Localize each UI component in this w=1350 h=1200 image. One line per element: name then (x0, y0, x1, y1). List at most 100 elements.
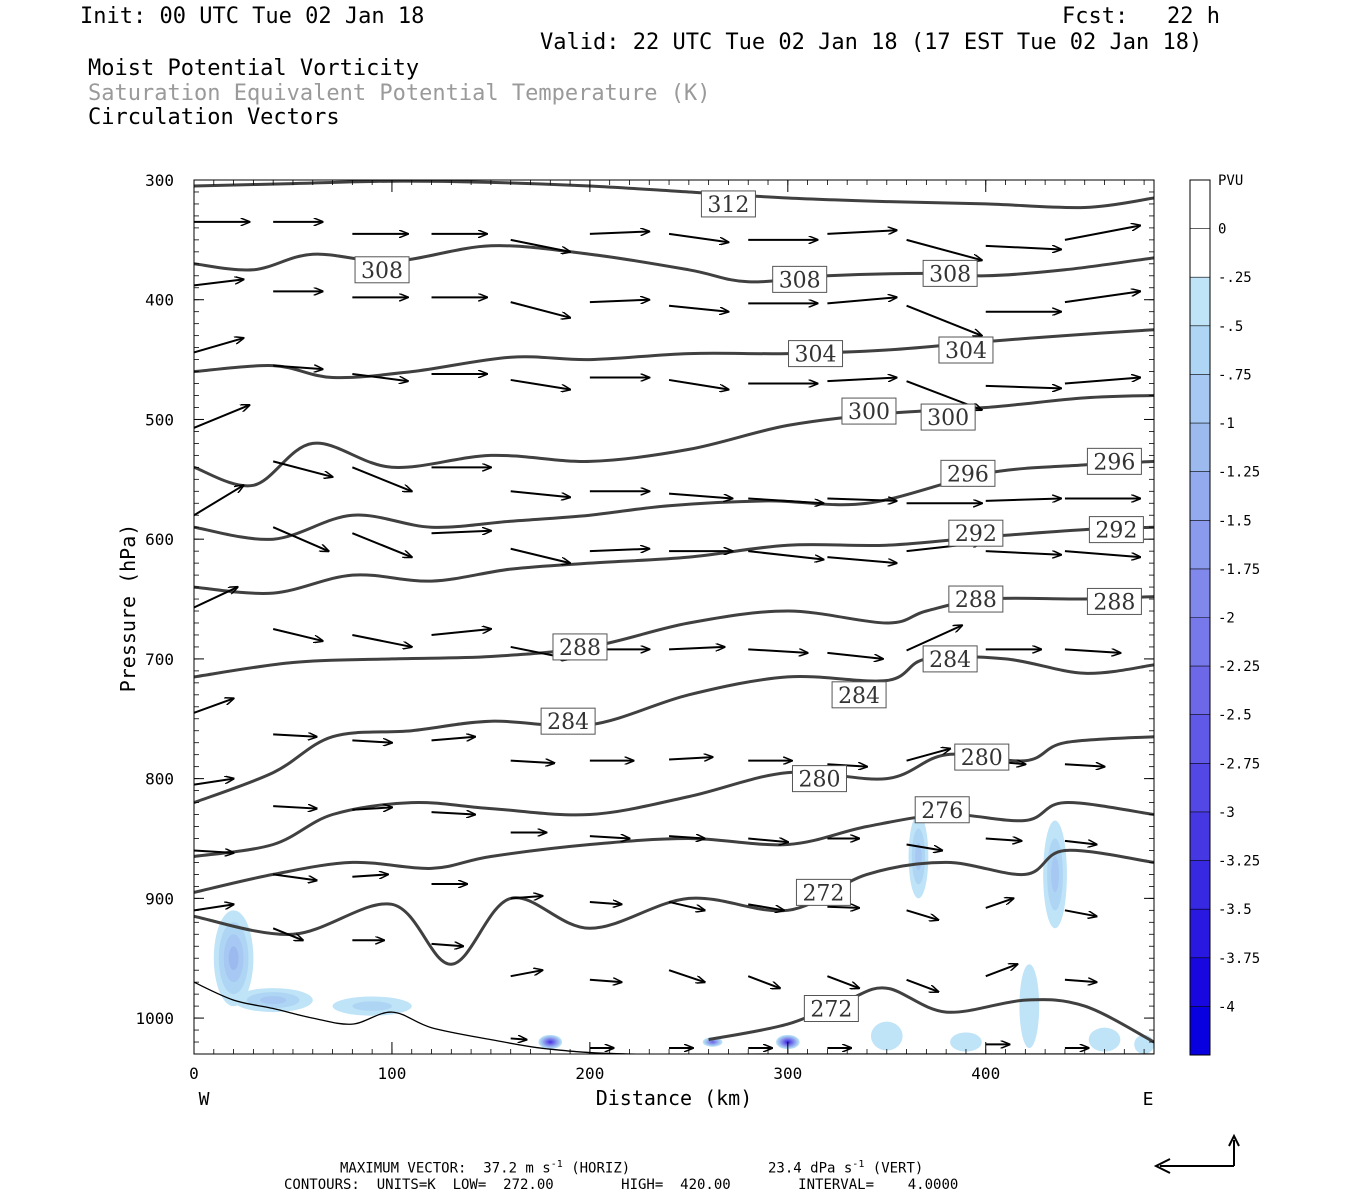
colorbar-label: -3.5 (1218, 902, 1252, 918)
svg-text:288: 288 (1093, 590, 1135, 615)
colorbar-label: 0 (1218, 222, 1226, 238)
colorbar-label: -2.75 (1218, 756, 1260, 772)
contour-label: 304 (788, 340, 844, 368)
circulation-vector (985, 550, 1061, 555)
colorbar-swatch (1190, 666, 1210, 715)
circulation-vector (510, 301, 570, 318)
circulation-vector (985, 498, 1061, 500)
y-tick-label: 900 (145, 889, 174, 908)
circulation-vector (510, 1038, 527, 1039)
theta-contour-line (194, 244, 1154, 284)
circulation-vector (194, 850, 234, 852)
colorbar-swatch (1190, 568, 1210, 618)
circulation-vector (273, 873, 317, 880)
pv-blob (711, 1041, 714, 1043)
circulation-vector (985, 898, 1014, 909)
circulation-vector (906, 238, 982, 260)
circulation-vector (510, 761, 555, 763)
field-title-vectors: Circulation Vectors (88, 105, 340, 130)
theta-contour-line (194, 328, 1154, 380)
theta-contour-line (194, 595, 1154, 679)
circulation-vector (351, 466, 411, 491)
contour-label: 288 (552, 633, 608, 661)
svg-text:300: 300 (848, 400, 890, 425)
circulation-vector (668, 836, 705, 838)
pv-blob (1019, 964, 1040, 1049)
circulation-vector (1064, 378, 1140, 385)
contour-label: 296 (940, 459, 996, 487)
svg-text:288: 288 (559, 636, 601, 661)
y-tick-label: 500 (145, 410, 174, 429)
circulation-vector (747, 975, 780, 988)
contour-label: 284 (831, 681, 887, 709)
circulation-vector (272, 526, 328, 551)
axes: 300 400 500 600 700 800 900 1000 0 100 200 300 400 (135, 171, 1154, 1083)
colorbar-label: -3.25 (1218, 854, 1260, 870)
x-axis-west-label: W (199, 1089, 210, 1110)
plot-frame (193, 179, 1155, 1055)
circulation-vector (985, 244, 1061, 250)
contour-label: 296 (1086, 447, 1142, 475)
circulation-vector (1064, 291, 1140, 304)
circulation-vector (194, 405, 249, 429)
svg-text:276: 276 (921, 799, 963, 824)
colorbar-swatch (1190, 228, 1210, 278)
colorbar-swatch (1190, 277, 1210, 326)
circulation-vector (827, 764, 867, 766)
y-tick-label: 600 (145, 530, 174, 549)
circulation-vector (1064, 550, 1140, 557)
theta-contour-line (708, 986, 1154, 1044)
valid-time: Valid: 22 UTC Tue 02 Jan 18 (17 EST Tue … (540, 30, 1203, 55)
colorbar-swatch (1190, 471, 1210, 521)
colorbar-swatch (1190, 374, 1210, 424)
circulation-vector (827, 975, 859, 988)
circulation-vector (668, 900, 705, 910)
circulation-vector (273, 734, 317, 736)
pv-blob (259, 996, 287, 1005)
circulation-vector (668, 378, 728, 390)
svg-text:308: 308 (929, 262, 971, 287)
circulation-vector (510, 896, 543, 898)
x-tick-label: 400 (971, 1064, 1000, 1083)
circulation-vector (589, 231, 649, 233)
circulation-vector (827, 230, 896, 235)
circulation-vector (273, 366, 322, 370)
svg-text:272: 272 (802, 881, 844, 906)
x-axis-east-label: E (1143, 1089, 1154, 1110)
colorbar-unit: PVU (1218, 173, 1243, 189)
field-title-mpv: Moist Potential Vorticity (88, 56, 420, 81)
circulation-vector (748, 550, 823, 559)
circulation-vector (352, 633, 411, 647)
colorbar-swatch (1190, 325, 1210, 375)
circulation-vector (194, 279, 243, 287)
circulation-vector (431, 812, 476, 814)
circulation-vector (668, 969, 705, 982)
y-tick-label: 300 (145, 171, 174, 190)
colorbar-label: -3.75 (1218, 951, 1260, 967)
circulation-vector (748, 838, 788, 842)
colorbar-label: -4 (1218, 999, 1235, 1015)
contour-label: 288 (948, 585, 1004, 613)
pv-blob (950, 1032, 982, 1052)
circulation-vector (1064, 980, 1097, 982)
colorbar-swatch (1190, 957, 1210, 1007)
max-vector-note: MAXIMUM VECTOR: 37.2 m s-1 (HORIZ) (340, 1159, 631, 1177)
circulation-vector (273, 806, 317, 808)
reference-vector-icon (1153, 1133, 1240, 1174)
colorbar-label: -.25 (1218, 270, 1252, 286)
forecast-label: Fcst: (1062, 4, 1129, 29)
contour-label: 312 (700, 190, 756, 218)
svg-text:308: 308 (779, 268, 821, 293)
contour-label: 308 (922, 259, 978, 287)
circulation-vector (510, 490, 570, 497)
y-tick-label: 400 (145, 291, 174, 310)
contour-label: 276 (914, 796, 970, 824)
svg-text:300: 300 (927, 406, 969, 431)
contour-label: 284 (540, 707, 596, 735)
theta-contour-line (194, 525, 1154, 595)
contour-label: 284 (922, 645, 978, 673)
contour-label: 308 (772, 265, 828, 293)
circulation-vector (906, 304, 982, 336)
y-tick-label: 700 (145, 650, 174, 669)
theta-contour-line (194, 180, 1154, 210)
